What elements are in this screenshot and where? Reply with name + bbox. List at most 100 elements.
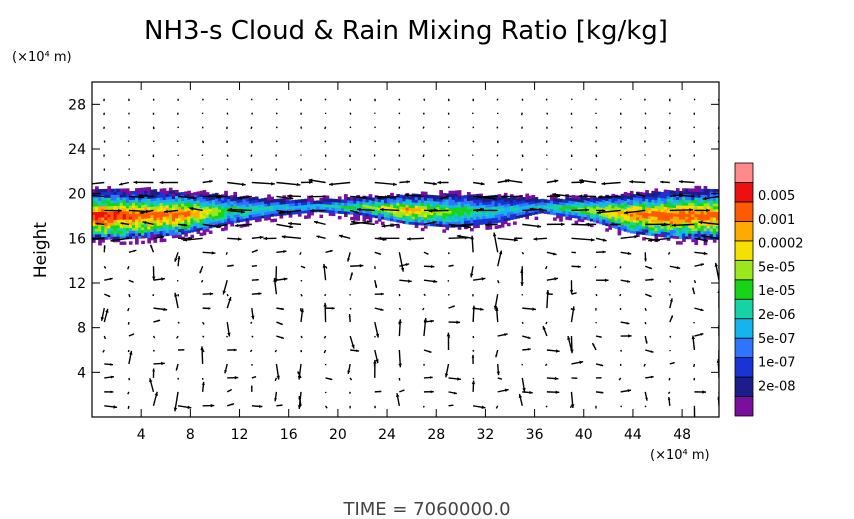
cloud-cell <box>174 214 179 219</box>
cloud-cell <box>242 198 247 203</box>
cloud-cell <box>334 204 339 208</box>
cloud-cell <box>568 205 573 210</box>
cloud-cell <box>479 199 483 203</box>
cloud-cell <box>654 205 659 209</box>
cloud-cell <box>648 215 652 219</box>
cloud-cell <box>430 220 434 224</box>
cloud-cell <box>390 206 394 211</box>
cloud-cell <box>712 228 717 232</box>
cloud-cell <box>626 201 631 205</box>
cloud-cell <box>448 221 453 225</box>
colorbar-label: 5e-07 <box>758 332 796 347</box>
cloud-cell <box>568 216 573 221</box>
cloud-cell <box>574 198 579 202</box>
cloud-cell <box>95 189 99 193</box>
cloud-cell <box>211 196 216 200</box>
cloud-cell <box>697 197 702 201</box>
cloud-cell <box>138 232 142 237</box>
wind-arrow <box>374 126 376 129</box>
wind-arrow <box>595 293 598 297</box>
cloud-cell <box>629 230 634 234</box>
cloud-cell <box>328 206 333 211</box>
cloud-cell <box>712 233 717 238</box>
cloud-cell <box>672 190 677 195</box>
cloud-cell <box>651 213 656 217</box>
cloud-cell <box>162 230 167 234</box>
cloud-cell <box>362 209 367 214</box>
cloud-cell <box>605 200 609 204</box>
cloud-cell <box>516 212 520 216</box>
cloud-cell <box>138 224 142 228</box>
cloud-cell <box>703 216 708 221</box>
cloud-cell <box>562 207 566 212</box>
cloud-cell <box>605 228 609 232</box>
cloud-cell <box>168 198 173 203</box>
cloud-cell <box>571 211 576 216</box>
cloud-cell <box>110 213 115 218</box>
cloud-cell <box>156 208 161 212</box>
cloud-cell <box>605 197 609 201</box>
cloud-cell <box>276 198 281 203</box>
cloud-cell <box>488 212 493 216</box>
cloud-cell <box>562 210 566 214</box>
cloud-cell <box>463 220 468 224</box>
cloud-cell <box>184 233 188 237</box>
colorbar-segment <box>734 318 754 339</box>
cloud-cell <box>540 198 545 203</box>
cloud-cell <box>611 210 616 215</box>
cloud-cell <box>257 212 262 217</box>
wind-arrow <box>263 236 277 241</box>
cloud-cell <box>156 216 161 221</box>
cloud-cell <box>135 188 139 192</box>
cloud-cell <box>95 186 99 190</box>
cloud-cell <box>131 202 136 206</box>
wind-arrow <box>620 389 632 393</box>
cloud-cell <box>679 199 683 203</box>
cloud-cell <box>340 210 345 215</box>
cloud-cell <box>645 217 649 222</box>
cloud-cell <box>500 218 505 223</box>
cloud-cell <box>546 205 551 209</box>
cloud-cell <box>706 202 711 207</box>
x-tick-label: 8 <box>186 427 195 443</box>
cloud-cell <box>156 202 161 207</box>
cloud-cell <box>190 201 195 205</box>
wind-arrow <box>546 222 565 227</box>
cloud-cell <box>128 205 133 209</box>
cloud-cell <box>571 195 576 199</box>
x-tick-label: 20 <box>329 427 347 443</box>
cloud-cell <box>159 188 164 192</box>
cloud-cell <box>131 230 136 234</box>
cloud-cell <box>712 216 717 221</box>
cloud-cell <box>592 216 597 220</box>
wind-arrow <box>300 335 303 339</box>
cloud-cell <box>356 217 360 221</box>
wind-arrow <box>153 277 166 281</box>
cloud-cell <box>430 214 434 218</box>
cloud-cell <box>672 229 677 234</box>
colorbar-segment <box>734 376 754 397</box>
cloud-cell <box>396 216 400 220</box>
cloud-cell <box>135 216 139 220</box>
cloud-cell <box>473 222 477 226</box>
cloud-cell <box>617 215 622 219</box>
cloud-cell <box>383 205 388 209</box>
cloud-cell <box>245 200 250 205</box>
colorbar-segment <box>734 201 754 222</box>
wind-arrow <box>377 195 400 200</box>
cloud-cell <box>414 224 419 228</box>
cloud-cell <box>273 210 278 214</box>
cloud-cell <box>411 207 416 211</box>
cloud-cell <box>685 191 689 195</box>
wind-arrow <box>92 237 105 240</box>
cloud-cell <box>402 195 407 199</box>
cloud-cell <box>147 200 151 205</box>
cloud-cell <box>473 196 477 201</box>
cloud-cell <box>242 215 247 219</box>
wind-arrow <box>456 234 474 240</box>
cloud-cell <box>553 197 557 202</box>
cloud-cell <box>697 194 702 198</box>
wind-arrow <box>597 195 621 199</box>
cloud-cell <box>251 210 256 215</box>
cloud-cell <box>691 196 696 201</box>
